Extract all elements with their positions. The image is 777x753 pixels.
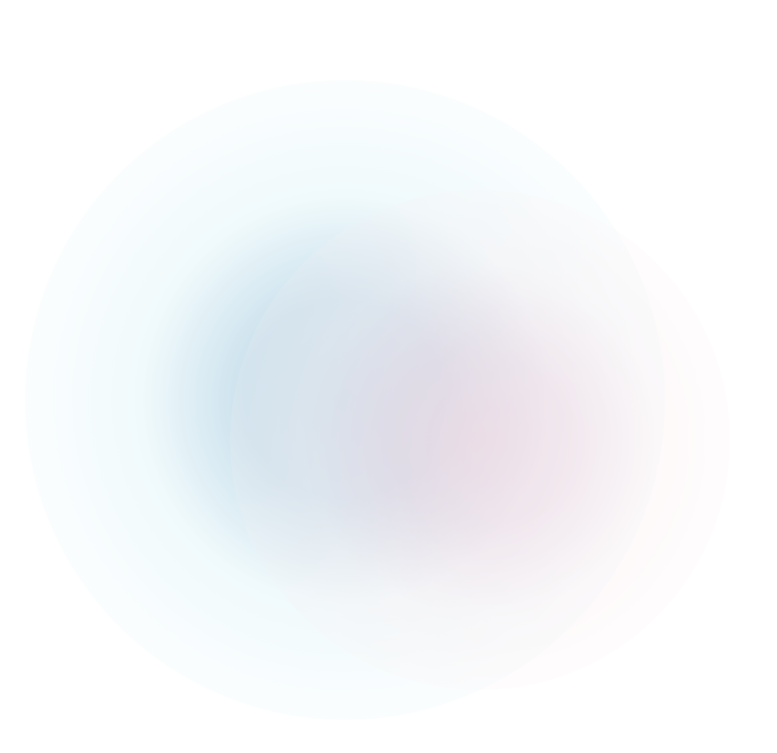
pink-gradient-blob	[230, 190, 730, 690]
